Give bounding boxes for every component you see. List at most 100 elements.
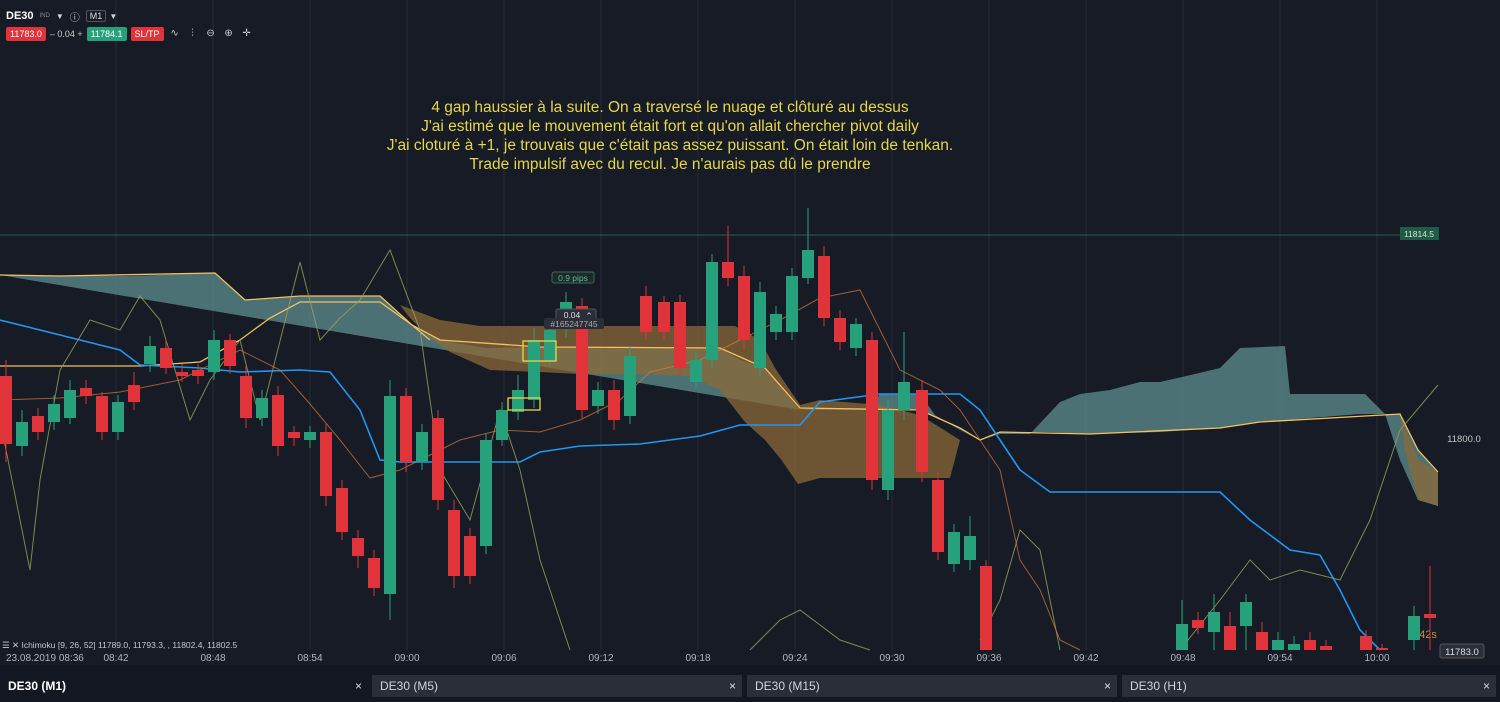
close-icon[interactable]: × [1103,679,1111,693]
crosshair-icon[interactable]: ✛ [242,28,251,39]
candle-body [916,390,928,472]
tab-label: DE30 (M1) [8,679,67,693]
annotation-text[interactable]: 4 gap haussier à la suite. On a traversé… [300,98,1040,174]
candle [96,392,108,440]
zoom-out-icon[interactable]: ⊖ [206,28,215,39]
candle-body [754,292,766,368]
time-tick-label: 09:42 [1073,653,1098,664]
timeframe-dropdown-icon[interactable]: ▼ [109,11,118,21]
candle-body [352,538,364,556]
time-tick-label: 09:06 [491,653,516,664]
indicator-legend[interactable]: ☰ ✕ Ichimoku [9, 26, 52] 11789.0, 11793.… [2,640,237,651]
close-icon[interactable]: × [728,679,736,693]
candle-body [544,330,556,360]
candle [144,336,156,372]
candle [208,330,220,380]
candle-body [400,396,412,462]
candle [624,346,636,424]
tab-de30-m1[interactable]: DE30 (M1) × [0,675,368,697]
current-price-label: 11783.0 [1445,647,1479,658]
info-icon[interactable]: ⓘ [69,12,80,24]
candle-body [224,340,236,366]
zoom-in-icon[interactable]: ⊕ [224,28,233,39]
candle [528,328,540,408]
time-tick-label: 09:24 [782,653,807,664]
candle-body [112,402,124,432]
tab-de30-h1[interactable]: DE30 (H1) × [1122,675,1496,697]
candle [336,480,348,540]
candle-body [192,370,204,376]
close-icon[interactable]: × [1482,679,1490,693]
candle-body [1376,648,1388,650]
candle [1320,640,1332,650]
price-chart[interactable]: 08:42 08:48 08:54 09:00 09:06 09:12 09:18 09:24… [0,0,1500,665]
pnl-label: 0.04 [564,310,581,320]
candle-body [1304,640,1316,650]
timeframe-select[interactable]: M1 [85,10,107,22]
tab-de30-m15[interactable]: DE30 (M15) × [747,675,1117,697]
buy-button[interactable]: 11784.1 [86,27,127,41]
senkou-span-line [0,301,431,367]
candle-body [882,410,894,490]
candle [802,208,814,284]
spread-stepper[interactable]: – 0.04 + [49,29,83,39]
symbol-dropdown-icon[interactable]: ▼ [55,11,64,21]
candle-body [512,390,524,412]
gap-box [507,397,541,411]
candle [48,395,60,430]
candle-countdown: 42s [1419,629,1437,641]
tab-label: DE30 (M5) [380,679,439,693]
candle-body [866,340,878,480]
candle [980,560,992,650]
candle-body [1208,612,1220,632]
tab-label: DE30 (M15) [755,679,820,693]
close-icon[interactable]: × [354,679,362,693]
candle [658,296,670,340]
annotation-line: J'ai estimé que le mouvement était fort … [421,118,919,135]
candle [176,364,188,382]
candle [240,366,252,428]
time-tick-label: 09:30 [879,653,904,664]
annotation-line: 4 gap haussier à la suite. On a traversé… [431,99,909,116]
candle [416,424,428,470]
candle [1304,632,1316,650]
candle-body [1424,614,1436,618]
chikou-line [749,609,871,651]
candle-body [932,480,944,552]
candle [320,424,332,506]
candle [948,524,960,572]
candle-body [898,382,910,410]
time-tick-label: 09:54 [1267,653,1292,664]
candle-body [320,432,332,496]
sell-button[interactable]: 11783.0 [6,27,46,41]
annotation-line: Trade impulsif avec du recul. Je n'aurai… [469,156,871,173]
indicator-settings-icon[interactable]: ☰ ✕ [2,640,22,650]
indicator-label: Ichimoku [9, 26, 52] 11789.0, 11793.3, ,… [21,640,238,650]
time-tick-label: 08:54 [297,653,322,664]
candle-body [1288,644,1300,650]
symbol-label[interactable]: DE30 [6,10,34,22]
candle-body [786,276,798,332]
candle-body [1192,620,1204,628]
chevron-up-icon: ⌃ [585,311,593,321]
candle-body [1360,636,1372,650]
time-tick-label: 09:48 [1170,653,1195,664]
candle-body [592,390,604,406]
candle [866,332,878,490]
candle-body [176,372,188,376]
chikou-line [1179,384,1439,651]
line-chart-icon[interactable]: ∿ [170,28,179,39]
sltp-button[interactable]: SL/TP [130,27,164,41]
candle [850,318,862,356]
candle-body [0,376,12,444]
candle [464,528,476,584]
indicators-icon[interactable]: ⫶ [191,28,194,39]
tab-de30-m5[interactable]: DE30 (M5) × [372,675,742,697]
candle [480,434,492,554]
candle-body [288,432,300,438]
candle-body [240,376,252,418]
candle [112,395,124,440]
candle-body [1408,616,1420,640]
order-id-label: #165247745 [550,319,598,329]
chart-area[interactable]: 08:42 08:48 08:54 09:00 09:06 09:12 09:18 09:24… [0,0,1500,665]
